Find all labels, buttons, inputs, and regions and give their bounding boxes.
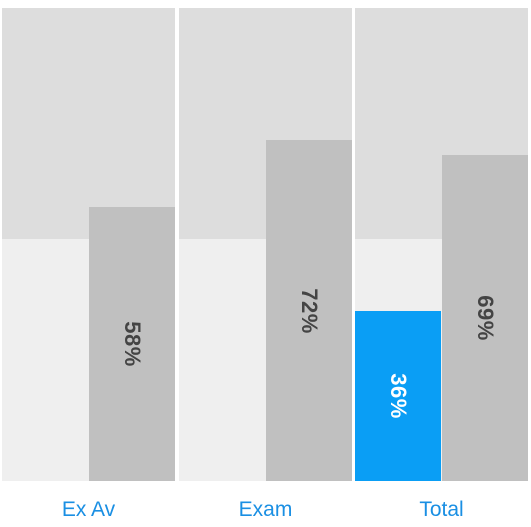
- category-label-ex-av[interactable]: Ex Av: [61, 498, 116, 521]
- bar-value-label: 36%: [386, 373, 411, 419]
- bar-exam[interactable]: 72%: [266, 140, 352, 481]
- column-total: 36% 69%: [355, 8, 528, 481]
- category-label-exam[interactable]: Exam: [238, 498, 293, 521]
- bar-value-label: 58%: [120, 321, 145, 367]
- bar-total-highlight[interactable]: 36%: [355, 311, 441, 481]
- bar-value-label: 72%: [297, 287, 322, 334]
- column-ex-av: 58%: [2, 8, 175, 481]
- column-upper-band: [2, 8, 175, 239]
- column-exam: 72%: [179, 8, 352, 481]
- category-label-total[interactable]: Total: [419, 498, 464, 521]
- bar-total[interactable]: 69%: [442, 155, 528, 481]
- bar-ex-av[interactable]: 58%: [89, 207, 175, 481]
- bar-value-label: 69%: [473, 295, 498, 341]
